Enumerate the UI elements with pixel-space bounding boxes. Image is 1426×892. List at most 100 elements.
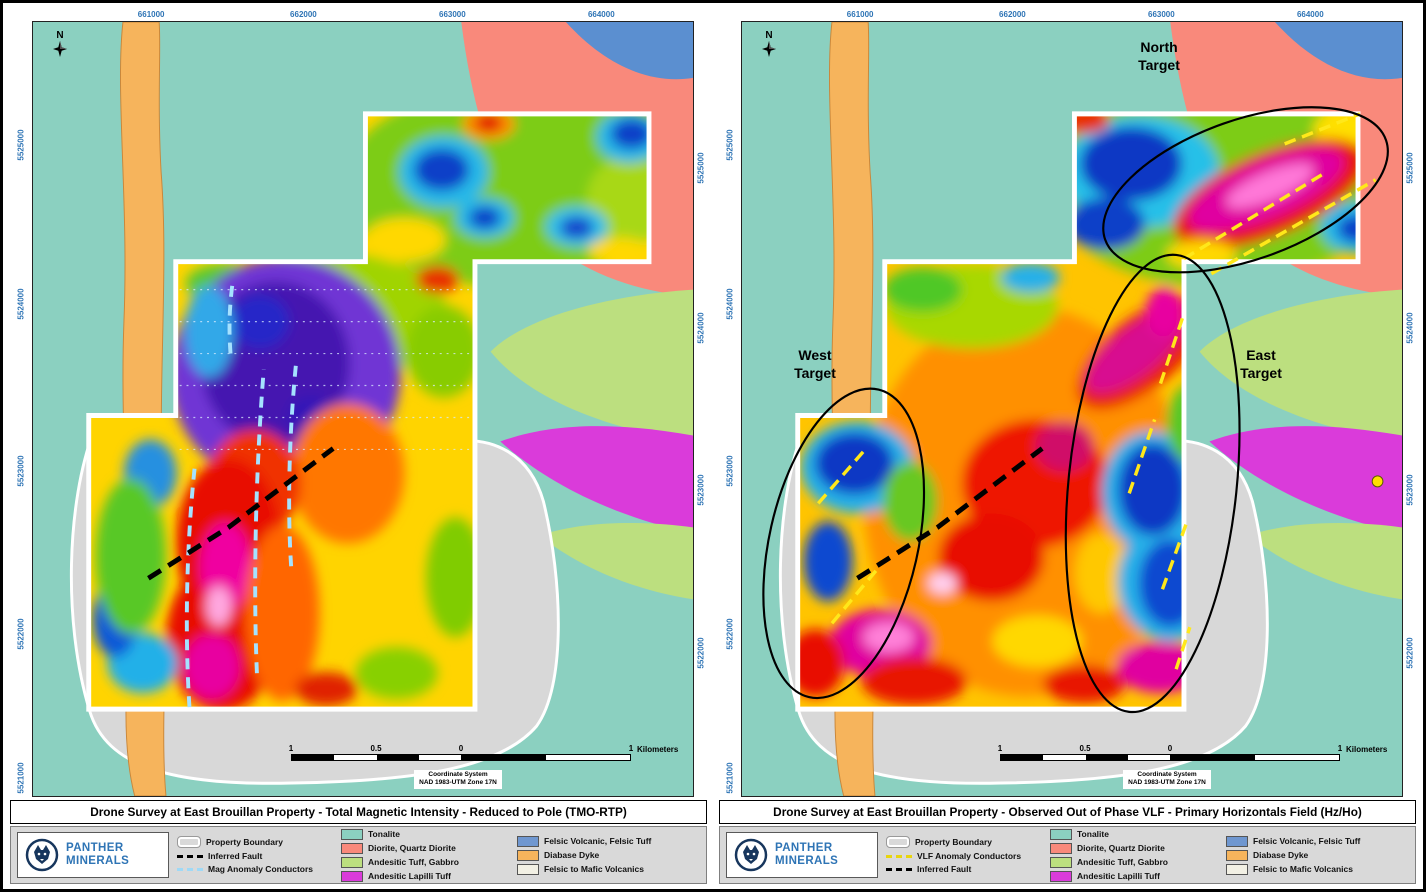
geology-swatch [1226, 835, 1248, 847]
coord-label: 5522000 [1405, 637, 1414, 670]
geology-swatch [517, 835, 539, 847]
geology-swatch [341, 828, 363, 840]
legend-label: Diorite, Quartz Diorite [368, 843, 456, 853]
east-target-label: East Target [1216, 346, 1306, 382]
legend-item-mag-anomaly-conductors: Mag Anomaly Conductors [177, 864, 333, 874]
coord-label: 5523000 [696, 474, 705, 507]
legend-label: Mag Anomaly Conductors [208, 864, 313, 874]
legend-item-felsic-volcanic: Felsic Volcanic, Felsic Tuff [1226, 835, 1408, 847]
inferred-fault-line [147, 446, 335, 581]
panther-logo-icon [734, 838, 768, 872]
brand-name: PANTHER MINERALS [775, 842, 838, 868]
coord-label: 5524000 [16, 288, 26, 320]
coord-label: 662000 [290, 10, 317, 19]
vlf-conductor-swatch [886, 854, 912, 858]
left-map-area: 661000 662000 663000 664000 5525000 5524… [10, 10, 707, 800]
scale-bar: 1 0.5 0 1 Kilometers [289, 744, 693, 772]
north-target-ellipse [1102, 106, 1389, 274]
coord-label: 661000 [137, 10, 165, 19]
legend-label: Diabase Dyke [544, 850, 600, 860]
survey-boundary-outline [795, 111, 1361, 712]
coord-label: 664000 [587, 10, 615, 19]
coord-label: 663000 [1148, 10, 1175, 19]
north-label: N [765, 30, 773, 41]
coordinate-system-value: NAD 1983-UTM Zone 17N [419, 779, 497, 787]
legend-label: Andesitic Lapilli Tuff [368, 871, 451, 881]
west-target-ellipse [762, 387, 926, 700]
geology-swatch [1226, 863, 1248, 875]
target-label-line: North [1140, 39, 1178, 55]
legend-label: VLF Anomaly Conductors [917, 851, 1022, 861]
geology-swatch [1050, 828, 1072, 840]
coord-label: 5523000 [16, 455, 26, 487]
mag-anomaly-conductor-lines [184, 283, 298, 708]
legend-label: Property Boundary [915, 837, 992, 847]
legend-label: Andesitic Lapilli Tuff [1077, 871, 1160, 881]
scale-bar-segments [291, 754, 631, 761]
coordinate-system-note: Coordinate System NAD 1983-UTM Zone 17N [997, 770, 1337, 789]
coord-label: 5522000 [725, 618, 735, 650]
legend-label: Felsic Volcanic, Felsic Tuff [1253, 836, 1361, 846]
coord-label: 5525000 [1405, 152, 1414, 185]
scale-unit-label: Kilometers [637, 745, 679, 754]
scale-tick-label: 1 [628, 744, 634, 753]
legend-label: Inferred Fault [917, 864, 972, 874]
legend-geology-column-2: Felsic Volcanic, Felsic Tuff Diabase Dyk… [517, 835, 699, 875]
legend-item-property-boundary: Property Boundary [177, 836, 333, 848]
geology-swatch [517, 863, 539, 875]
legend-item-tonalite: Tonalite [341, 828, 509, 840]
legend-item-diorite: Diorite, Quartz Diorite [1050, 842, 1218, 854]
right-map-legend: PANTHER MINERALS Property Boundary VLF A… [719, 826, 1416, 884]
scale-tick-label: 0.5 [1079, 744, 1091, 753]
scale-tick-label: 0 [458, 744, 464, 753]
sample-point-dot [1371, 475, 1384, 488]
target-ellipses [762, 106, 1389, 714]
mag-conductor-swatch [177, 867, 203, 871]
coord-label: 5525000 [696, 152, 705, 185]
geology-swatch [341, 842, 363, 854]
panther-minerals-brand: PANTHER MINERALS [726, 832, 878, 878]
coord-label: 5521000 [16, 762, 26, 794]
inferred-fault-swatch [177, 854, 203, 858]
right-map-west-coordinates: 5525000 5524000 5523000 5522000 5521000 [719, 21, 741, 797]
north-target-label: North Target [1114, 38, 1204, 74]
vlf-anomaly-conductor-lines [816, 112, 1377, 670]
geology-swatch [1226, 849, 1248, 861]
scale-bar-segments [1000, 754, 1340, 761]
coord-label: 664000 [1296, 10, 1324, 19]
brand-line-2: MINERALS [66, 855, 130, 867]
coord-label: 662000 [999, 10, 1026, 19]
scale-tick-label: 0 [1167, 744, 1173, 753]
legend-symbols-column: Property Boundary Inferred Fault Mag Ano… [177, 836, 333, 874]
coord-label: 5521000 [725, 762, 735, 794]
inferred-fault-swatch [886, 867, 912, 871]
vlf-map-frame: N North Target West Target East Targe [741, 21, 1403, 797]
geology-swatch [517, 849, 539, 861]
brand-line-1: PANTHER [66, 841, 124, 854]
north-arrow-icon [762, 41, 776, 57]
left-map-title: Drone Survey at East Brouillan Property … [10, 800, 707, 824]
flight-line-dots [179, 289, 472, 451]
coord-label: 5522000 [16, 618, 26, 650]
legend-item-diorite: Diorite, Quartz Diorite [341, 842, 509, 854]
scale-tick-label: 1 [997, 744, 1003, 753]
scale-bar: 1 0.5 0 1 Kilometers [997, 744, 1402, 772]
geology-swatch [1050, 856, 1072, 868]
north-arrow: N [49, 30, 71, 63]
legend-label: Diorite, Quartz Diorite [1077, 843, 1165, 853]
left-map-east-coordinates: 5525000 5524000 5523000 5522000 [694, 21, 707, 797]
coord-label: 5524000 [725, 288, 735, 320]
legend-label: Diabase Dyke [1253, 850, 1309, 860]
legend-label: Andesitic Tuff, Gabbro [1077, 857, 1168, 867]
legend-label: Tonalite [1077, 829, 1109, 839]
coord-label: 661000 [846, 10, 874, 19]
legend-item-andesitic-tuff: Andesitic Tuff, Gabbro [1050, 856, 1218, 868]
brand-line-2: MINERALS [775, 855, 839, 867]
scale-tick-label: 1 [1337, 744, 1343, 753]
property-boundary-swatch [177, 836, 201, 848]
legend-symbols-column: Property Boundary VLF Anomaly Conductors… [886, 836, 1042, 874]
north-label: N [56, 30, 64, 41]
legend-item-diabase-dyke: Diabase Dyke [1226, 849, 1408, 861]
legend-label: Property Boundary [206, 837, 283, 847]
